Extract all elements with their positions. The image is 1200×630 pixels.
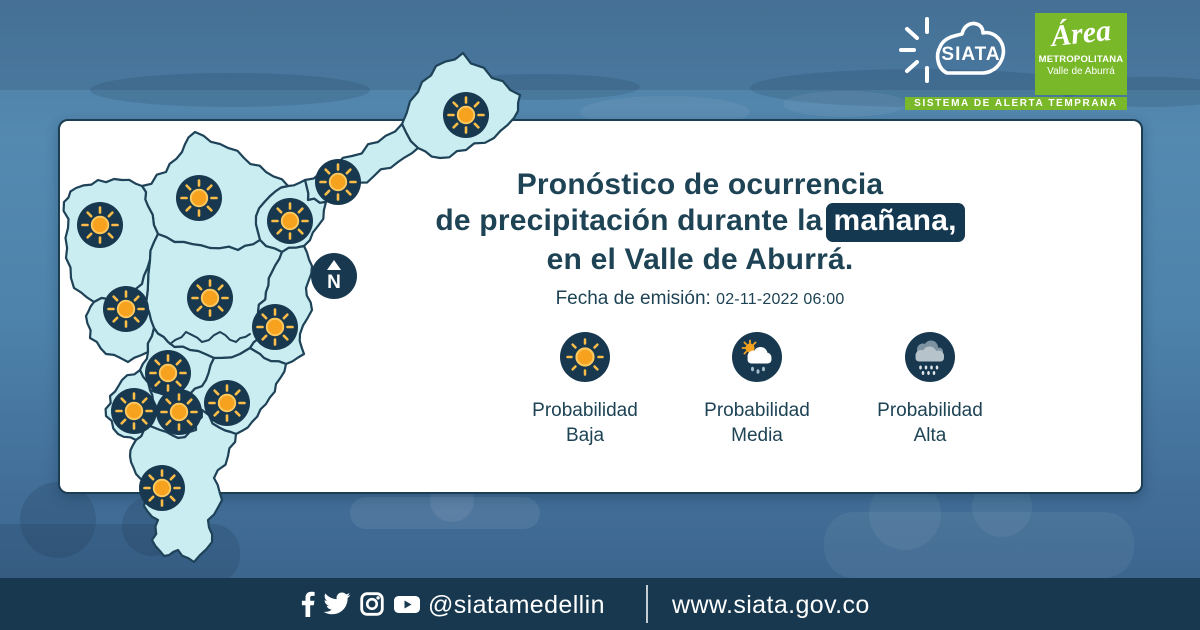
north-compass-icon: N — [311, 253, 357, 299]
footer-bar: @siatamedellin www.siata.gov.co — [0, 578, 1200, 630]
sun-icon — [560, 332, 610, 382]
emission-label: Fecha de emisión: — [555, 288, 711, 309]
title-line3: en el Valle de Aburrá. — [546, 243, 854, 276]
legend-label: Probabilidad Baja — [532, 400, 638, 446]
amva-line2: Valle de Aburrá — [1047, 66, 1115, 77]
sun-rain-cloud-icon — [732, 332, 782, 382]
title-line1: Pronóstico de ocurrencia — [516, 168, 884, 201]
instagram-icon[interactable] — [359, 591, 385, 617]
forecast-marker-sun — [77, 202, 123, 248]
rain-cloud-icon — [905, 332, 955, 382]
forecast-marker-sun — [315, 159, 361, 205]
brand-block: SIATA Área METROPOLITANA Valle de Aburrá… — [898, 10, 1130, 112]
amva-logo: Área METROPOLITANA Valle de Aburrá — [1035, 13, 1127, 95]
footer-divider — [646, 585, 648, 623]
raindrops — [751, 366, 765, 374]
siata-cloud-outline — [935, 21, 1006, 75]
twitter-icon[interactable] — [323, 592, 351, 616]
cloud — [747, 347, 772, 364]
social-icons — [301, 578, 421, 630]
title-block: Pronóstico de ocurrencia de precipitació… — [420, 167, 980, 310]
svg-text:N: N — [327, 272, 341, 293]
front-cloud — [915, 346, 944, 362]
forecast-marker-sun — [176, 175, 222, 221]
legend-item-alta: Probabilidad Alta — [850, 332, 1010, 448]
amva-line1: METROPOLITANA — [1038, 54, 1124, 65]
siata-logo: SIATA — [899, 17, 1006, 83]
valle-de-aburra-map: N — [62, 51, 522, 564]
inner-border-squiggle — [169, 330, 251, 345]
forecast-marker-sun — [111, 388, 157, 434]
forecast-marker-sun — [139, 465, 185, 511]
raindrops — [919, 365, 939, 375]
forecast-marker-sun — [267, 198, 313, 244]
title-highlight: mañana, — [825, 203, 965, 242]
forecast-marker-sun — [103, 286, 149, 332]
page-title: Pronóstico de ocurrencia de precipitació… — [420, 167, 980, 278]
small-sun — [741, 339, 757, 355]
website-link[interactable]: www.siata.gov.co — [672, 591, 870, 619]
forecast-marker-sun — [204, 380, 250, 426]
forecast-marker-sun — [443, 92, 489, 138]
forecast-marker-sun — [252, 304, 298, 350]
legend-item-media: Probabilidad Media — [677, 332, 837, 448]
siata-logo-text: SIATA — [941, 44, 1000, 65]
title-line2: de precipitación durante la — [435, 204, 823, 237]
amva-script-text: Área — [1049, 13, 1113, 54]
legend-item-baja: Probabilidad Baja — [505, 332, 665, 448]
emission-row: Fecha de emisión: 02-11-2022 06:00 — [420, 288, 980, 310]
facebook-icon[interactable] — [301, 591, 315, 617]
siata-sun-rays — [899, 17, 929, 83]
forecast-marker-sun — [187, 275, 233, 321]
forecast-marker-sun — [156, 389, 202, 435]
youtube-icon[interactable] — [393, 592, 421, 616]
sun-rays — [566, 338, 604, 376]
emission-value: 02-11-2022 06:00 — [716, 291, 845, 308]
top-cloud-band — [0, 0, 1200, 107]
legend-label: Probabilidad Alta — [877, 400, 983, 446]
legend-label: Probabilidad Media — [704, 400, 810, 446]
social-handle[interactable]: @siatamedellin — [428, 591, 605, 619]
forecast-marker-sun — [145, 350, 191, 396]
tagline-bar: SISTEMA DE ALERTA TEMPRANA — [905, 97, 1127, 110]
